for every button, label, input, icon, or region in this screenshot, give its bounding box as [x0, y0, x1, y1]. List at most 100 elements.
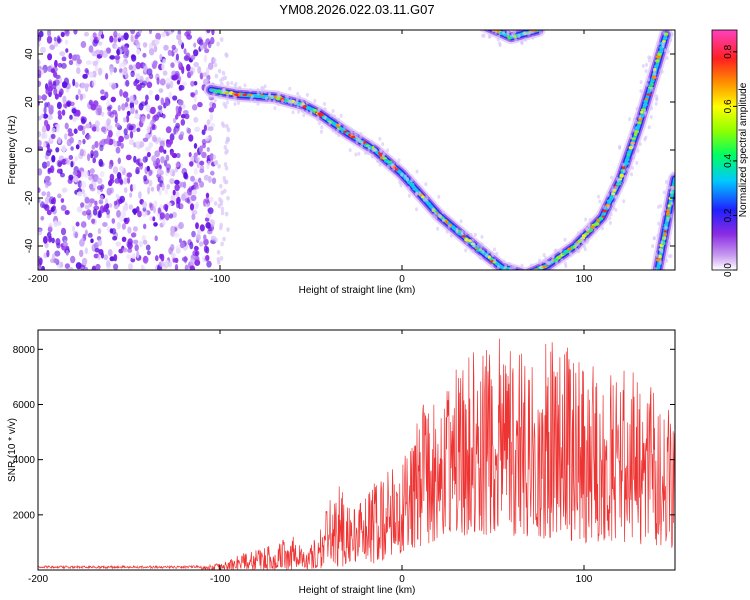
- noise-cell: [61, 56, 67, 62]
- noise-cell: [143, 223, 147, 230]
- noise-cell: [92, 157, 96, 164]
- noise-cell: [192, 104, 198, 111]
- noise-cell: [64, 30, 70, 37]
- noise-cell: [223, 162, 228, 167]
- noise-cell: [64, 133, 68, 140]
- ridge-speckle: [205, 79, 208, 84]
- noise-cell: [205, 246, 210, 254]
- ridge-speckle: [219, 94, 223, 99]
- ridge-speckle: [496, 265, 500, 270]
- noise-cell: [186, 34, 193, 40]
- noise-cell: [122, 247, 128, 253]
- ridge-speckle: [418, 191, 422, 196]
- noise-cell: [92, 208, 98, 216]
- ridge-speckle: [654, 24, 657, 28]
- ridge-peak: [524, 274, 528, 277]
- ridge-speckle: [288, 86, 292, 91]
- noise-cell: [81, 118, 86, 125]
- noise-cell: [61, 187, 68, 193]
- ridge-speckle: [415, 192, 418, 196]
- ridge-peak: [655, 59, 660, 63]
- noise-cell: [133, 37, 139, 44]
- noise-cell: [169, 178, 175, 185]
- ridge-speckle: [502, 274, 505, 278]
- noise-cell: [191, 189, 198, 196]
- colorbar-tick-label: 0.2: [723, 208, 734, 222]
- ridge-speckle: [514, 37, 518, 42]
- noise-cell: [171, 44, 176, 51]
- noise-cell: [125, 154, 132, 161]
- ridge-speckle: [630, 141, 634, 146]
- noise-cell: [96, 177, 103, 185]
- noise-cell: [48, 196, 55, 205]
- ridge-speckle: [360, 140, 364, 145]
- ridge-speckle: [256, 88, 260, 92]
- ridge-peak: [528, 270, 534, 273]
- noise-cell: [224, 211, 229, 217]
- noise-cell: [47, 226, 53, 233]
- noise-cell: [38, 80, 42, 86]
- noise-cell: [184, 264, 189, 270]
- ridge-peak: [609, 196, 614, 200]
- noise-cell: [70, 161, 74, 168]
- ridge-speckle: [332, 114, 336, 119]
- noise-cell: [184, 113, 190, 120]
- noise-cell: [88, 183, 94, 190]
- noise-cell: [207, 126, 214, 132]
- ridge-peak: [445, 219, 449, 224]
- ridge-speckle: [511, 277, 514, 281]
- ridge-speckle: [488, 34, 492, 39]
- ridge-speckle: [657, 221, 661, 226]
- noise-cell: [47, 231, 52, 239]
- noise-cell: [115, 130, 121, 138]
- noise-cell: [205, 222, 211, 229]
- ridge-peak: [426, 202, 431, 205]
- ridge-peak: [581, 234, 587, 238]
- noise-cell: [197, 229, 202, 235]
- ridge-peak: [663, 230, 668, 233]
- noise-cell: [149, 30, 152, 35]
- noise-cell: [216, 41, 220, 47]
- noise-cell: [92, 79, 96, 88]
- ridge-speckle: [651, 244, 655, 249]
- noise-cell: [163, 149, 167, 154]
- ridge-speckle: [658, 247, 662, 252]
- ridge-speckle: [415, 169, 419, 174]
- ridge-speckle: [522, 31, 526, 36]
- ridge-peak: [655, 274, 658, 276]
- noise-cell: [90, 153, 94, 159]
- noise-cell: [175, 248, 181, 254]
- noise-cell: [60, 198, 65, 203]
- ridge-speckle: [445, 229, 449, 234]
- ridge-speckle: [493, 258, 497, 263]
- noise-cell: [172, 189, 176, 196]
- noise-cell: [65, 159, 72, 165]
- noise-cell: [162, 58, 167, 64]
- ridge-speckle: [518, 278, 521, 282]
- noise-cell: [159, 78, 166, 86]
- noise-cell: [211, 177, 217, 184]
- noise-cell: [197, 66, 202, 74]
- noise-cell: [107, 109, 113, 117]
- noise-cell: [190, 80, 195, 87]
- noise-cell: [64, 210, 70, 215]
- ridge-speckle: [529, 278, 532, 282]
- ridge-peak: [666, 211, 670, 216]
- noise-cell: [154, 150, 161, 158]
- noise-cell: [73, 128, 78, 134]
- noise-cell: [190, 175, 195, 182]
- noise-cell: [119, 68, 123, 73]
- noise-cell: [133, 155, 137, 163]
- noise-cell: [212, 58, 217, 63]
- noise-cell: [103, 254, 109, 261]
- x-tick-label: 0: [399, 574, 405, 585]
- ridge-speckle: [618, 145, 622, 150]
- noise-cell: [42, 161, 48, 169]
- noise-cell: [127, 238, 133, 246]
- ridge-speckle: [602, 205, 606, 210]
- noise-cell: [165, 126, 172, 134]
- ridge-speckle: [316, 117, 319, 122]
- noise-cell: [193, 61, 199, 68]
- ridge-speckle: [256, 101, 260, 106]
- ridge-peak: [460, 235, 467, 238]
